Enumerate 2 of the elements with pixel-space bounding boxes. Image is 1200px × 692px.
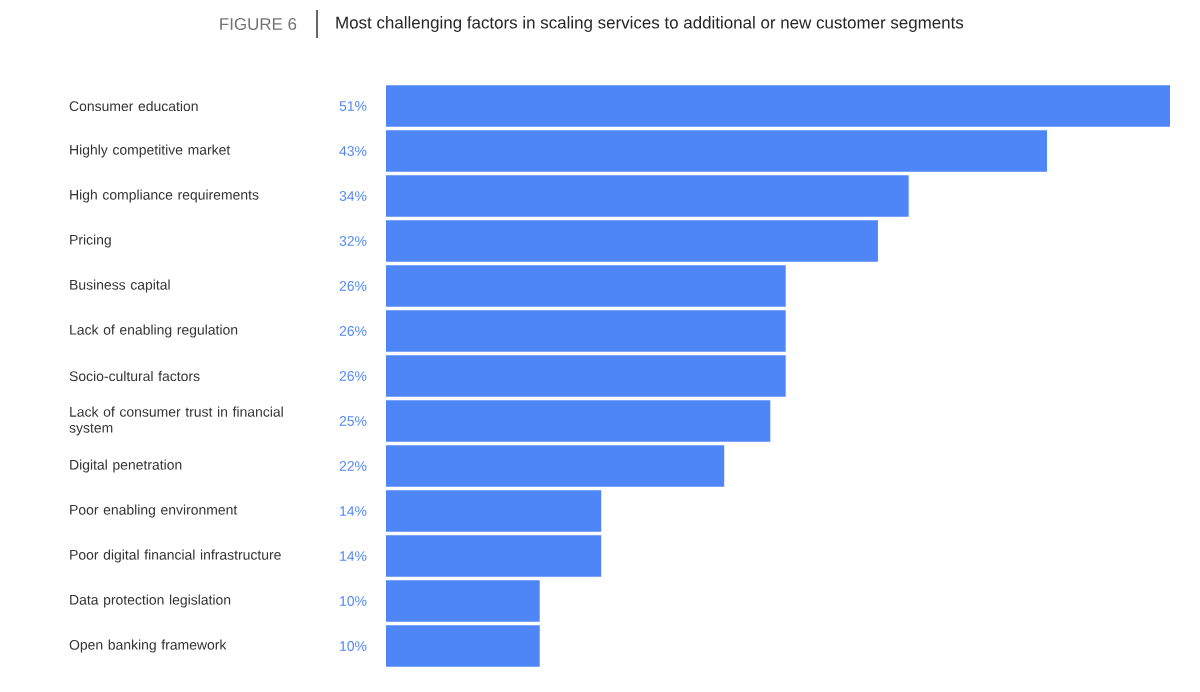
chart-title: Most challenging factors in scaling services to additional or new customer segments <box>336 16 964 32</box>
caption: FIGURE 6 <box>220 18 297 30</box>
